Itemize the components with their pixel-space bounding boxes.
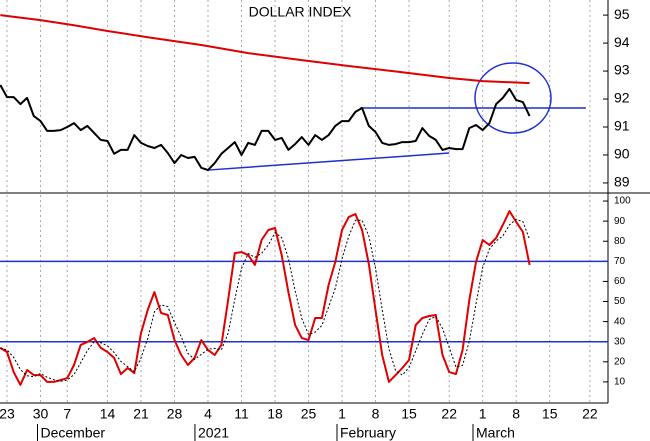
y-tick-label: 100 [614,196,631,207]
x-tick-label: 1 [338,406,346,422]
series-line [0,210,531,386]
x-tick-label: 4 [204,406,212,422]
x-tick-label: 8 [372,406,380,422]
y-tick-label: 20 [614,356,626,367]
x-tick-label: 30 [33,406,49,422]
x-tick-label: 1 [479,406,487,422]
y-tick-label: 70 [614,256,626,267]
x-tick-label: 18 [267,406,283,422]
y-tick-label: 50 [614,296,626,307]
month-label: March [476,425,515,441]
x-tick-label: 8 [512,406,520,422]
x-tick-label: 25 [301,406,317,422]
y-tick-label: 89 [614,174,630,190]
x-tick-label: 15 [542,406,558,422]
month-label: 2021 [198,425,229,441]
x-tick-label: 22 [441,406,457,422]
x-tick-label: 11 [234,406,249,422]
y-tick-label: 60 [614,276,626,287]
x-tick-label: 23 [0,406,15,422]
y-tick-label: 30 [614,336,626,347]
x-tick-label: 22 [582,406,598,422]
month-label: December [41,425,106,441]
series-line [0,84,531,172]
highlight-circle [474,62,552,134]
y-tick-label: 95 [614,6,630,22]
chart-title: DOLLAR INDEX [249,4,352,20]
y-tick-label: 40 [614,316,626,327]
x-tick-label: 15 [401,406,417,422]
y-tick-label: 92 [614,90,630,106]
x-tick-label: 7 [63,406,71,422]
y-tick-label: 91 [614,118,630,134]
series-line [0,218,531,382]
month-label: February [340,425,396,441]
x-tick-label: 28 [167,406,183,422]
series-line [0,14,530,85]
y-tick-label: 90 [614,146,630,162]
x-tick-label: 14 [100,406,116,422]
y-tick-label: 10 [614,377,626,388]
y-tick-label: 93 [614,62,630,78]
x-tick-label: 21 [133,406,149,422]
y-tick-label: 90 [614,216,626,227]
trend-line [207,152,450,171]
y-tick-label: 80 [614,236,626,247]
y-tick-label: 94 [614,34,630,50]
